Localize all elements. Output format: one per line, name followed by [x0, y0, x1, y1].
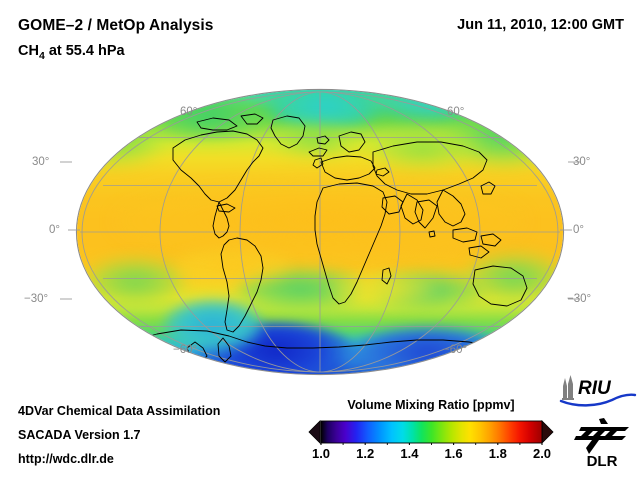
riu-wave-icon — [559, 393, 637, 407]
coastlines — [134, 113, 548, 363]
lat-label-60-left: 60° — [180, 106, 198, 118]
map-plot-area: 60° 60° −60° −60° 30° 0° −30° 30° 0° −30… — [24, 84, 594, 380]
lat-label-minus30-left: −30° — [24, 293, 49, 305]
footer-url-link[interactable]: http://wdc.dlr.de — [18, 452, 114, 466]
colorbar-title: Volume Mixing Ratio [ppmv] — [347, 398, 515, 412]
colorbar-tick-label: 1.6 — [444, 446, 463, 461]
lat-label-30-right: 30° — [573, 156, 591, 168]
dlr-logo: DLR — [574, 418, 629, 470]
colorbar-ticks — [320, 443, 543, 445]
footer-method-label: 4DVar Chemical Data Assimilation — [18, 404, 221, 418]
colorbar-tick-label: 1.4 — [400, 446, 419, 461]
colorbar-tick-label: 2.0 — [532, 446, 552, 461]
colorbar-tick-label: 1.2 — [356, 446, 375, 461]
colorbar-minor-ticks — [342, 443, 521, 445]
colorbar-bar — [320, 420, 543, 444]
lat-label-60-right: 60° — [447, 106, 465, 118]
lat-label-0-left: 0° — [49, 224, 60, 236]
species-level-label: CH4 at 55.4 hPa — [18, 43, 125, 62]
lat-label-minus30-right: −30° — [567, 293, 592, 305]
pressure-level: at 55.4 hPa — [44, 43, 125, 59]
dlr-wordmark: DLR — [587, 453, 618, 470]
lat-label-30-left: 30° — [32, 156, 50, 168]
ch4-anomaly-north-green-canada — [145, 90, 272, 139]
mollweide-globe: 60° 60° −60° −60° — [77, 90, 563, 374]
colorbar-arrow-low — [308, 420, 321, 444]
ch4-anomaly-north-green-atlantic-mid — [271, 124, 359, 156]
ch4-anomaly-north-green-pacific — [77, 112, 165, 164]
ch4-anomaly-tasman-green — [465, 254, 563, 301]
dlr-mark-icon — [574, 418, 629, 454]
lat-label-0-right: 0° — [573, 224, 584, 236]
species-subscript: 4 — [38, 49, 45, 62]
lat-label-minus60-left: −60° — [173, 344, 198, 356]
colorbar-tick-label: 1.8 — [488, 446, 507, 461]
page-title: GOME–2 / MetOp Analysis — [18, 17, 214, 34]
colorbar-tick-label: 1.0 — [311, 446, 331, 461]
colorbar-gradient[interactable] — [308, 419, 554, 445]
riu-logo: RIU — [559, 375, 637, 407]
riu-wordmark: RIU — [578, 378, 612, 399]
species-formula: CH — [18, 43, 39, 59]
graticule-lines — [80, 91, 560, 373]
footer-version-label: SACADA Version 1.7 — [18, 428, 141, 442]
colorbar: Volume Mixing Ratio [ppmv] — [308, 398, 554, 474]
ch4-anomaly-southwest-pacific-green — [86, 260, 184, 303]
cathedral-spires-icon — [562, 375, 574, 400]
globe-clip — [77, 90, 563, 374]
timestamp-label: Jun 11, 2010, 12:00 GMT — [457, 17, 624, 33]
lat-label-minus60-right: −60° — [443, 344, 468, 356]
colorbar-tick-labels: 1.0 1.2 1.4 1.6 1.8 2.0 — [308, 446, 554, 464]
colorbar-arrow-high — [541, 420, 554, 444]
